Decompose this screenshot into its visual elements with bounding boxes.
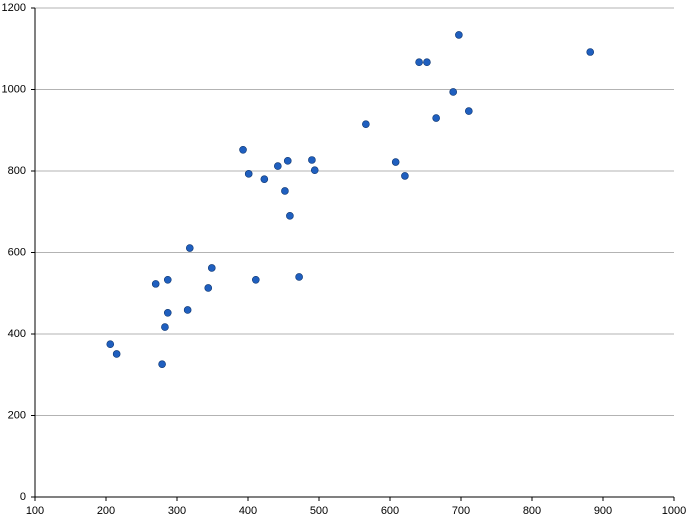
y-tick-label: 1200 — [2, 2, 26, 14]
point — [183, 306, 192, 314]
x-tick-label: 1000 — [662, 505, 686, 517]
point — [244, 170, 253, 178]
point — [185, 244, 194, 252]
point — [415, 58, 423, 66]
point — [274, 162, 282, 170]
x-tick-label: 200 — [97, 505, 115, 517]
point — [465, 107, 473, 115]
y-tick-label: 600 — [8, 246, 26, 258]
point — [308, 156, 316, 164]
point — [295, 273, 303, 281]
point — [158, 360, 166, 368]
point — [151, 280, 160, 288]
x-tick-label: 800 — [523, 505, 541, 517]
point — [455, 31, 463, 39]
point — [281, 187, 289, 195]
point — [283, 157, 292, 165]
point — [432, 114, 440, 122]
point — [449, 88, 457, 96]
point — [586, 48, 595, 56]
x-tick-label: 900 — [594, 505, 612, 517]
point — [161, 323, 169, 331]
point — [252, 276, 260, 284]
point — [106, 340, 115, 348]
point — [310, 166, 319, 174]
x-tick-label: 700 — [452, 505, 470, 517]
point — [112, 350, 121, 358]
y-tick-label: 1000 — [2, 83, 26, 95]
y-tick-label: 800 — [8, 165, 26, 177]
point — [286, 212, 294, 220]
y-tick-label: 0 — [20, 491, 26, 503]
point — [260, 175, 269, 183]
point — [391, 158, 400, 166]
point — [423, 58, 431, 66]
y-tick-label: 200 — [8, 409, 26, 421]
point — [362, 120, 370, 128]
point — [401, 172, 409, 180]
x-tick-label: 400 — [239, 505, 257, 517]
x-tick-label: 300 — [168, 505, 186, 517]
point — [239, 146, 247, 154]
point — [204, 284, 213, 292]
x-tick-label: 100 — [26, 505, 44, 517]
point — [163, 276, 172, 284]
x-tick-label: 600 — [381, 505, 399, 517]
point — [207, 264, 216, 272]
y-tick-label: 400 — [8, 328, 26, 340]
point — [163, 309, 172, 317]
x-tick-label: 500 — [310, 505, 328, 517]
